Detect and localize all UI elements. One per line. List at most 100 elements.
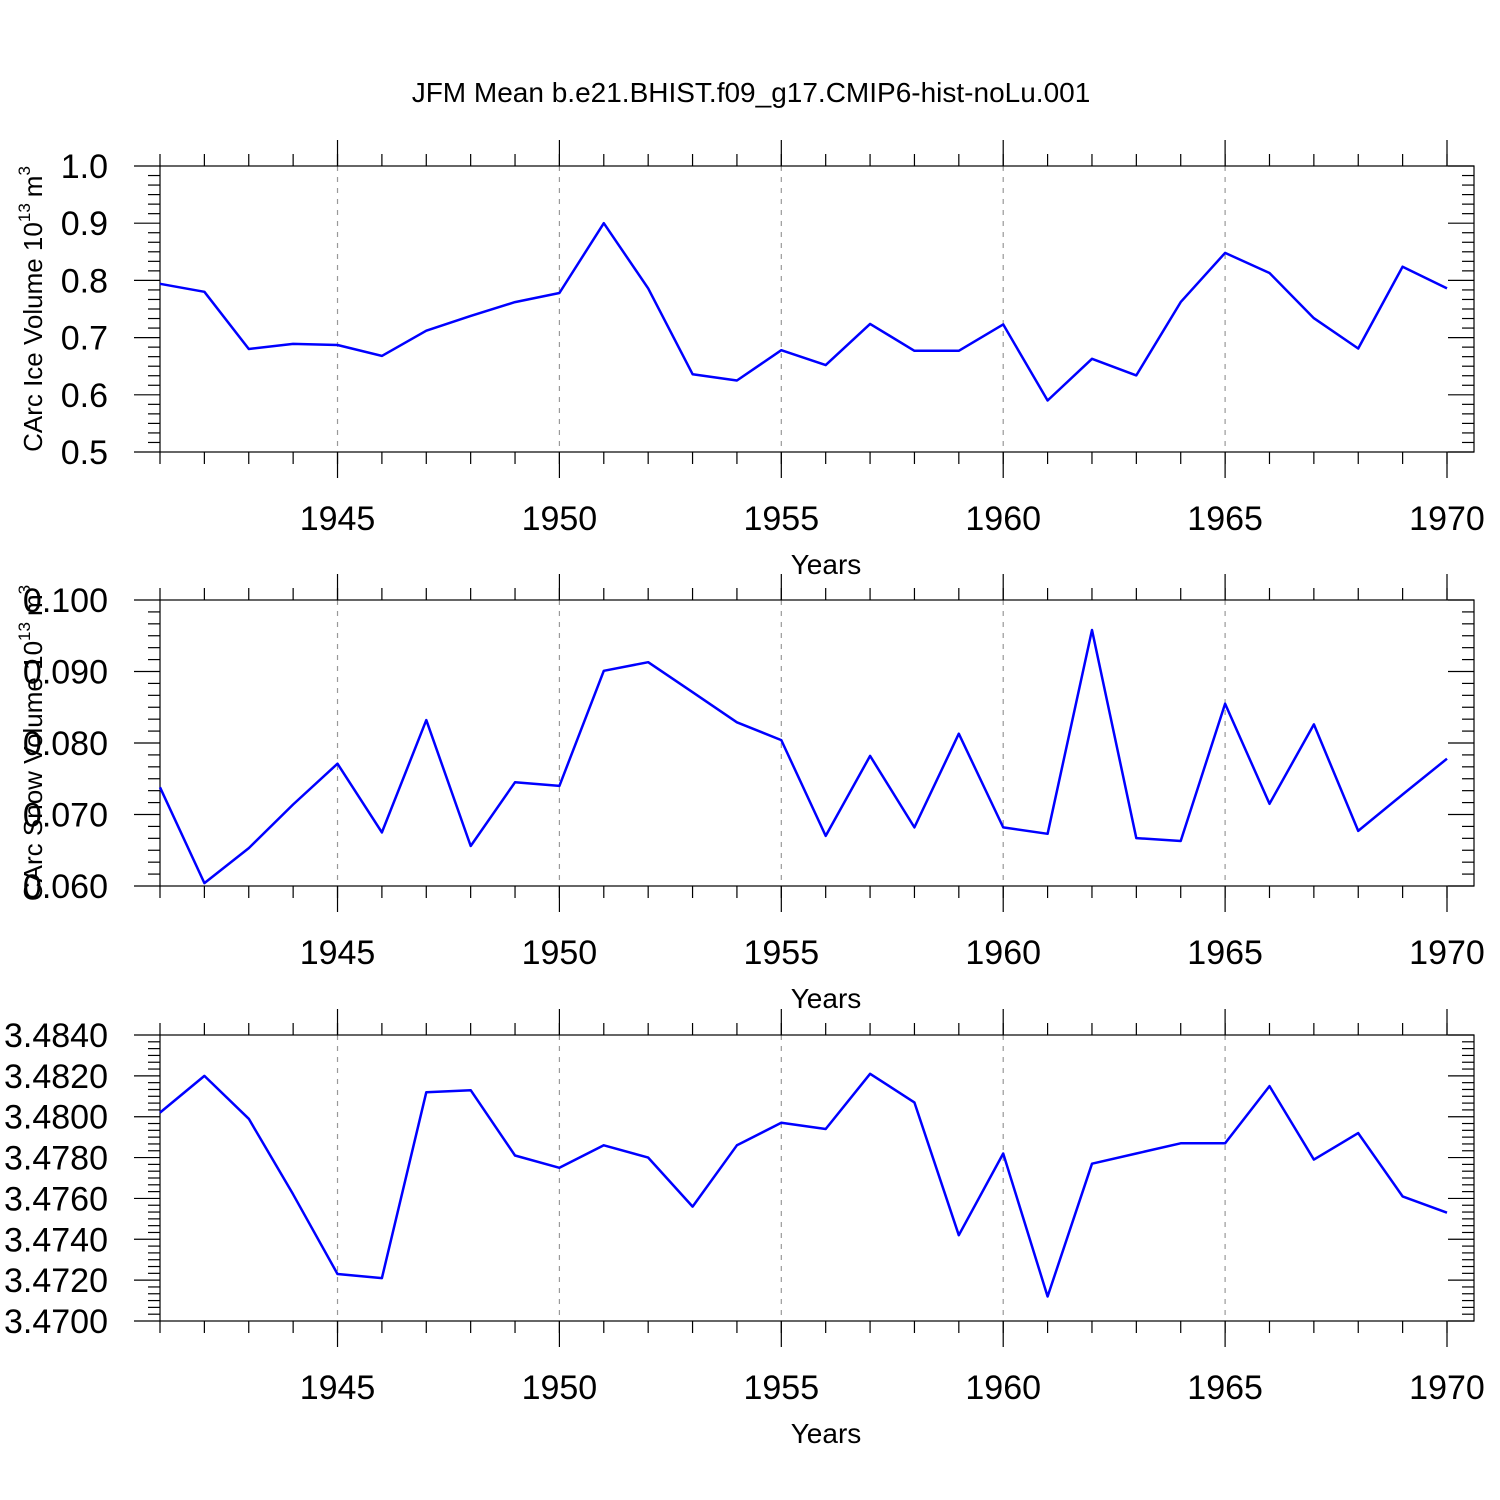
data-point (336, 343, 340, 347)
data-point (247, 846, 251, 850)
data-point (469, 1088, 473, 1092)
data-point (602, 669, 606, 673)
data-point (824, 363, 828, 367)
y-tick-label: 3.4720 (4, 1262, 108, 1300)
y-tick-label: 0.7 (61, 320, 108, 358)
y-tick-label: 3.4740 (4, 1221, 108, 1259)
data-point (1312, 1158, 1316, 1162)
y-axis-title: CArc Snow Volume 1013 m3 (15, 585, 48, 901)
x-tick-label: 1955 (743, 500, 819, 538)
y-tick-label: 0.100 (23, 582, 108, 620)
series-line (159, 1072, 1448, 1298)
data-point (291, 1192, 295, 1196)
data-point (1046, 1294, 1050, 1298)
y-tick-label: 0.090 (23, 654, 108, 692)
data-point (158, 785, 162, 789)
x-tick-label: 1965 (1187, 934, 1263, 972)
x-tick-label: 1945 (300, 934, 376, 972)
y-tick-label: 3.4840 (4, 1017, 108, 1055)
data-point (691, 1205, 695, 1209)
data-point (1401, 1194, 1405, 1198)
data-point (1090, 628, 1094, 632)
x-tick-label: 1960 (965, 500, 1041, 538)
data-point (469, 844, 473, 848)
data-point (1312, 722, 1316, 726)
data-point (1134, 1151, 1138, 1155)
data-point (1134, 836, 1138, 840)
y-tick-label: 0.9 (61, 205, 108, 243)
data-point (1445, 1211, 1449, 1215)
panels: 1945 1950 1955 1960 1965 1970 Years 0.5 0.6 0.7 0.… (4, 140, 1485, 1449)
data-point (691, 690, 695, 694)
data-point (291, 342, 295, 346)
y-tick-label: 0.8 (61, 262, 108, 300)
data-point (735, 720, 739, 724)
data-point (247, 1117, 251, 1121)
data-point (1001, 322, 1005, 326)
x-tick-label: 1945 (300, 500, 376, 538)
y-tick-label: 0.070 (23, 797, 108, 835)
data-point (202, 881, 206, 885)
data-point (1046, 399, 1050, 403)
y-tick-label: 3.4760 (4, 1180, 108, 1218)
y-tick-label: 3.4700 (4, 1303, 108, 1341)
y-axis-title-exponent: 13 (15, 622, 34, 641)
data-point (380, 1276, 384, 1280)
y-axis-title-unit: m (18, 594, 48, 616)
data-point (513, 1154, 517, 1158)
y-axis-title-unit-exponent: 3 (15, 166, 34, 175)
x-tick-label: 1965 (1187, 1369, 1263, 1407)
x-tick-label: 1965 (1187, 500, 1263, 538)
data-point (868, 322, 872, 326)
x-tick-label: 1950 (522, 500, 598, 538)
y-axis-title-unit-exponent: 3 (15, 585, 34, 594)
data-point (957, 732, 961, 736)
x-tick-label: 1960 (965, 934, 1041, 972)
y-axis-title-unit: m (18, 176, 48, 198)
data-point (912, 825, 916, 829)
panel-1: 1945 1950 1955 1960 1965 1970 Years 0.5 0.6 0.7 0.… (15, 140, 1485, 580)
data-point (1401, 265, 1405, 269)
data-point (513, 300, 517, 304)
data-point (868, 1072, 872, 1076)
chart-title: JFM Mean b.e21.BHIST.f09_g17.CMIP6-hist-… (412, 77, 1091, 108)
y-tick-label: 3.4820 (4, 1058, 108, 1096)
data-point (1134, 373, 1138, 377)
y-axis-title-exponent: 13 (15, 203, 34, 222)
data-point (1312, 316, 1316, 320)
data-point (469, 314, 473, 318)
data-point (779, 738, 783, 742)
y-tick-label: 1.0 (61, 148, 108, 186)
x-tick-label: 1955 (743, 934, 819, 972)
data-point (779, 1121, 783, 1125)
data-point (291, 802, 295, 806)
data-point (1223, 702, 1227, 706)
data-point (1223, 251, 1227, 255)
x-tick-label: 1970 (1409, 934, 1485, 972)
data-point (557, 784, 561, 788)
y-axis-title: CArc Ice Volume 1013 m3 (15, 166, 48, 452)
y-tick-label: 3.4780 (4, 1140, 108, 1178)
data-point (912, 349, 916, 353)
data-point (779, 348, 783, 352)
data-point (1267, 271, 1271, 275)
data-point (336, 1272, 340, 1276)
series-line (158, 628, 1448, 885)
plot-frame (159, 599, 1475, 887)
data-point (1179, 839, 1183, 843)
data-point (1223, 1141, 1227, 1145)
data-point (380, 830, 384, 834)
data-point (1179, 1141, 1183, 1145)
data-point (557, 1166, 561, 1170)
data-point (424, 1090, 428, 1094)
panel-3: 1945 1950 1955 1960 1965 1970 Years 3.47003.472… (4, 1009, 1485, 1449)
data-point (1046, 832, 1050, 836)
data-point (557, 291, 561, 295)
x-tick-label: 1970 (1409, 500, 1485, 538)
data-point (158, 1111, 162, 1115)
data-point (380, 354, 384, 358)
data-point (1267, 802, 1271, 806)
data-point (247, 347, 251, 351)
x-tick-label: 1945 (300, 1369, 376, 1407)
x-tick-label: 1950 (522, 934, 598, 972)
